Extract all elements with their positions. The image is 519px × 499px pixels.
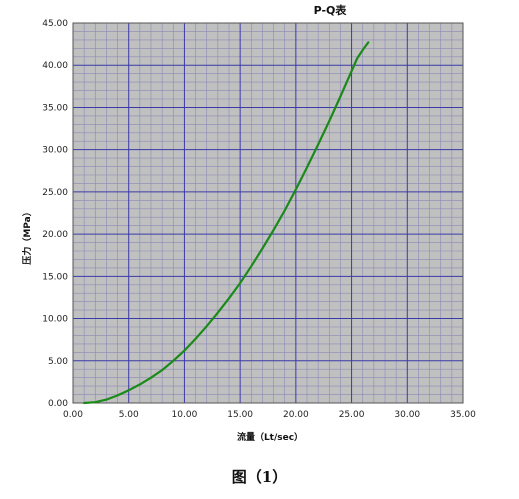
plot-frame: [72, 22, 464, 404]
x-tick-label: 30.00: [394, 410, 420, 420]
figure-caption: 图（1）: [231, 468, 288, 486]
x-axis-label: 流量（Lt/sec）: [237, 431, 303, 443]
y-tick-label: 0.00: [48, 399, 68, 409]
series-line: [82, 41, 370, 405]
y-axis-label: 压力（MPa）: [21, 207, 33, 264]
y-tick-label: 15.00: [42, 272, 68, 282]
y-tick-label: 40.00: [42, 61, 68, 71]
y-tick-label: 35.00: [42, 103, 68, 113]
pq-chart: P-Q表 0.00 5.00 10.00 15.00 20.00 25.00 30.00 35…: [21, 3, 476, 443]
plot-area: [73, 23, 463, 403]
x-axis-ticks: 0.00 5.00 10.00 15.00 20.00 25.00 30.00 35.00: [63, 410, 476, 420]
series-layer: [82, 41, 370, 405]
x-tick-label: 10.00: [172, 410, 198, 420]
y-tick-label: 45.00: [42, 19, 68, 29]
y-axis-ticks: 0.00 5.00 10.00 15.00 20.00 25.00 30.00 35.00 40…: [42, 19, 68, 409]
y-tick-label: 30.00: [42, 146, 68, 156]
x-tick-label: 0.00: [63, 410, 83, 420]
x-tick-label: 20.00: [283, 410, 309, 420]
y-tick-label: 25.00: [42, 188, 68, 198]
y-tick-label: 10.00: [42, 315, 68, 325]
y-tick-label: 5.00: [48, 357, 68, 367]
chart-title: P-Q表: [314, 3, 348, 17]
minor-gridlines: [73, 23, 463, 403]
x-tick-label: 35.00: [450, 410, 476, 420]
y-tick-label: 20.00: [42, 230, 68, 240]
x-tick-label: 5.00: [119, 410, 139, 420]
x-tick-label: 25.00: [339, 410, 365, 420]
x-tick-label: 15.00: [227, 410, 253, 420]
